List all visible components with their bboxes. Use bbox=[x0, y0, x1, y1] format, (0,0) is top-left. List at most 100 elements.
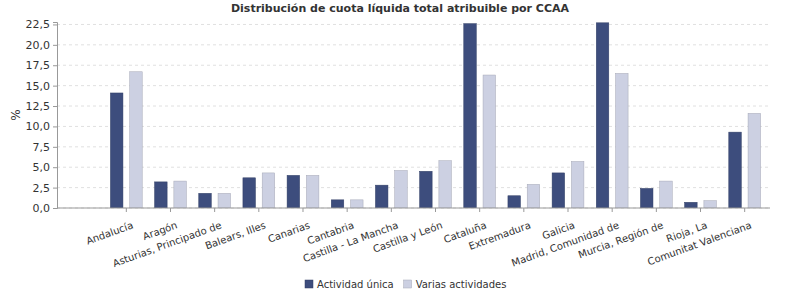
y-tick-label: 22,5 bbox=[26, 18, 51, 31]
x-tick-mark bbox=[170, 208, 171, 212]
y-tick-label: 17,5 bbox=[26, 59, 51, 72]
y-tick: 0,0 bbox=[33, 202, 58, 215]
grid-line bbox=[57, 44, 770, 45]
y-tick-mark bbox=[53, 106, 57, 107]
bar bbox=[199, 193, 212, 208]
bar bbox=[331, 200, 344, 208]
y-tick: 2,5 bbox=[33, 182, 58, 195]
bar bbox=[464, 24, 477, 208]
grid-line bbox=[57, 167, 770, 168]
y-tick-mark bbox=[53, 86, 57, 87]
bar bbox=[660, 181, 673, 208]
x-tick-mark bbox=[744, 208, 745, 212]
y-tick: 17,5 bbox=[26, 59, 58, 72]
y-axis-line bbox=[53, 23, 58, 209]
bar bbox=[685, 202, 698, 208]
x-tick-label: Extremadura bbox=[467, 219, 532, 252]
y-tick-mark bbox=[53, 147, 57, 148]
bar bbox=[174, 181, 187, 208]
x-tick-mark bbox=[126, 208, 127, 212]
y-tick-label: 12,5 bbox=[26, 100, 51, 113]
y-tick-mark bbox=[53, 45, 57, 46]
x-tick-mark bbox=[700, 208, 701, 212]
y-tick-mark bbox=[53, 126, 57, 127]
x-tick-mark bbox=[302, 208, 303, 212]
bar bbox=[748, 113, 761, 208]
grid-line bbox=[57, 85, 770, 86]
y-tick: 20,0 bbox=[26, 39, 58, 52]
grid-line bbox=[57, 146, 770, 147]
y-tick-label: 15,0 bbox=[26, 80, 51, 93]
x-tick: Comunitat Valenciana bbox=[646, 208, 753, 267]
legend-item: Actividad única bbox=[305, 279, 394, 290]
x-tick-label: Balears, Illes bbox=[204, 219, 268, 251]
bar bbox=[704, 201, 717, 208]
x-tick-mark bbox=[214, 208, 215, 212]
y-tick: 10,0 bbox=[26, 120, 58, 133]
bar bbox=[571, 162, 584, 209]
x-tick: Castilla - La Mancha bbox=[301, 208, 399, 264]
x-tick-mark bbox=[523, 208, 524, 212]
series bbox=[130, 72, 761, 208]
y-tick-label: 10,0 bbox=[26, 120, 51, 133]
bar bbox=[155, 182, 168, 208]
bar bbox=[130, 72, 143, 208]
x-tick: Murcia, Región de bbox=[577, 208, 665, 260]
x-tick: Asturias, Principado de bbox=[111, 208, 223, 269]
legend-label: Actividad única bbox=[317, 279, 394, 290]
title: Distribución de cuota líquida total atri… bbox=[231, 2, 570, 15]
y-tick-mark bbox=[53, 167, 57, 168]
y-tick: 12,5 bbox=[26, 100, 58, 113]
grid-line bbox=[57, 106, 770, 107]
bar bbox=[375, 185, 388, 208]
y-tick-label: 20,0 bbox=[26, 39, 51, 52]
x-axis-line bbox=[57, 208, 770, 209]
bar bbox=[483, 75, 496, 208]
legend-swatch bbox=[404, 280, 412, 288]
bar bbox=[420, 171, 433, 208]
bar bbox=[552, 173, 565, 208]
y-tick: 7,5 bbox=[33, 141, 58, 154]
bar bbox=[218, 193, 231, 208]
x-tick-mark bbox=[391, 208, 392, 212]
x-tick: Canarias bbox=[266, 208, 311, 245]
bar bbox=[596, 23, 609, 208]
x-tick-mark bbox=[612, 208, 613, 212]
bar bbox=[527, 184, 540, 208]
x-tick-label: Castilla y León bbox=[371, 219, 443, 254]
bar bbox=[439, 161, 452, 208]
y-axis-title: % bbox=[9, 109, 23, 120]
bar bbox=[351, 200, 364, 208]
x-tick-mark bbox=[258, 208, 259, 212]
y-tick-mark bbox=[53, 208, 57, 209]
chart: Distribución de cuota líquida total atri… bbox=[0, 0, 800, 300]
x-tick-label: Canarias bbox=[266, 219, 311, 244]
bar bbox=[243, 178, 256, 208]
grid bbox=[57, 24, 770, 208]
legend: Actividad única Varias actividades bbox=[305, 279, 506, 290]
x-tick-mark bbox=[656, 208, 657, 212]
bar bbox=[508, 196, 521, 208]
y-tick-mark bbox=[53, 24, 57, 25]
bar bbox=[287, 175, 300, 208]
y-tick-label: 2,5 bbox=[33, 182, 51, 195]
bar bbox=[306, 175, 319, 208]
grid-line bbox=[57, 65, 770, 66]
x-tick-mark bbox=[347, 208, 348, 212]
legend-item: Varias actividades bbox=[404, 279, 507, 290]
x-tick: Madrid, Comunidad de bbox=[510, 208, 620, 269]
x-tick-label: Comunitat Valenciana bbox=[646, 219, 753, 267]
x-tick-mark bbox=[435, 208, 436, 212]
grid-line bbox=[57, 208, 770, 209]
x-tick: Balears, Illes bbox=[204, 208, 268, 251]
x-tick: Extremadura bbox=[467, 208, 532, 252]
x-axis: AndalucíaAragónAsturias, Principado deBa… bbox=[57, 208, 770, 269]
y-tick-label: 5,0 bbox=[33, 161, 51, 174]
y-tick-label: 7,5 bbox=[33, 141, 51, 154]
x-tick-label: Andalucía bbox=[85, 219, 135, 246]
bar bbox=[616, 73, 629, 208]
y-tick: 5,0 bbox=[33, 161, 58, 174]
legend-label: Varias actividades bbox=[416, 279, 507, 290]
x-tick-mark bbox=[568, 208, 569, 212]
x-tick-mark bbox=[479, 208, 480, 212]
